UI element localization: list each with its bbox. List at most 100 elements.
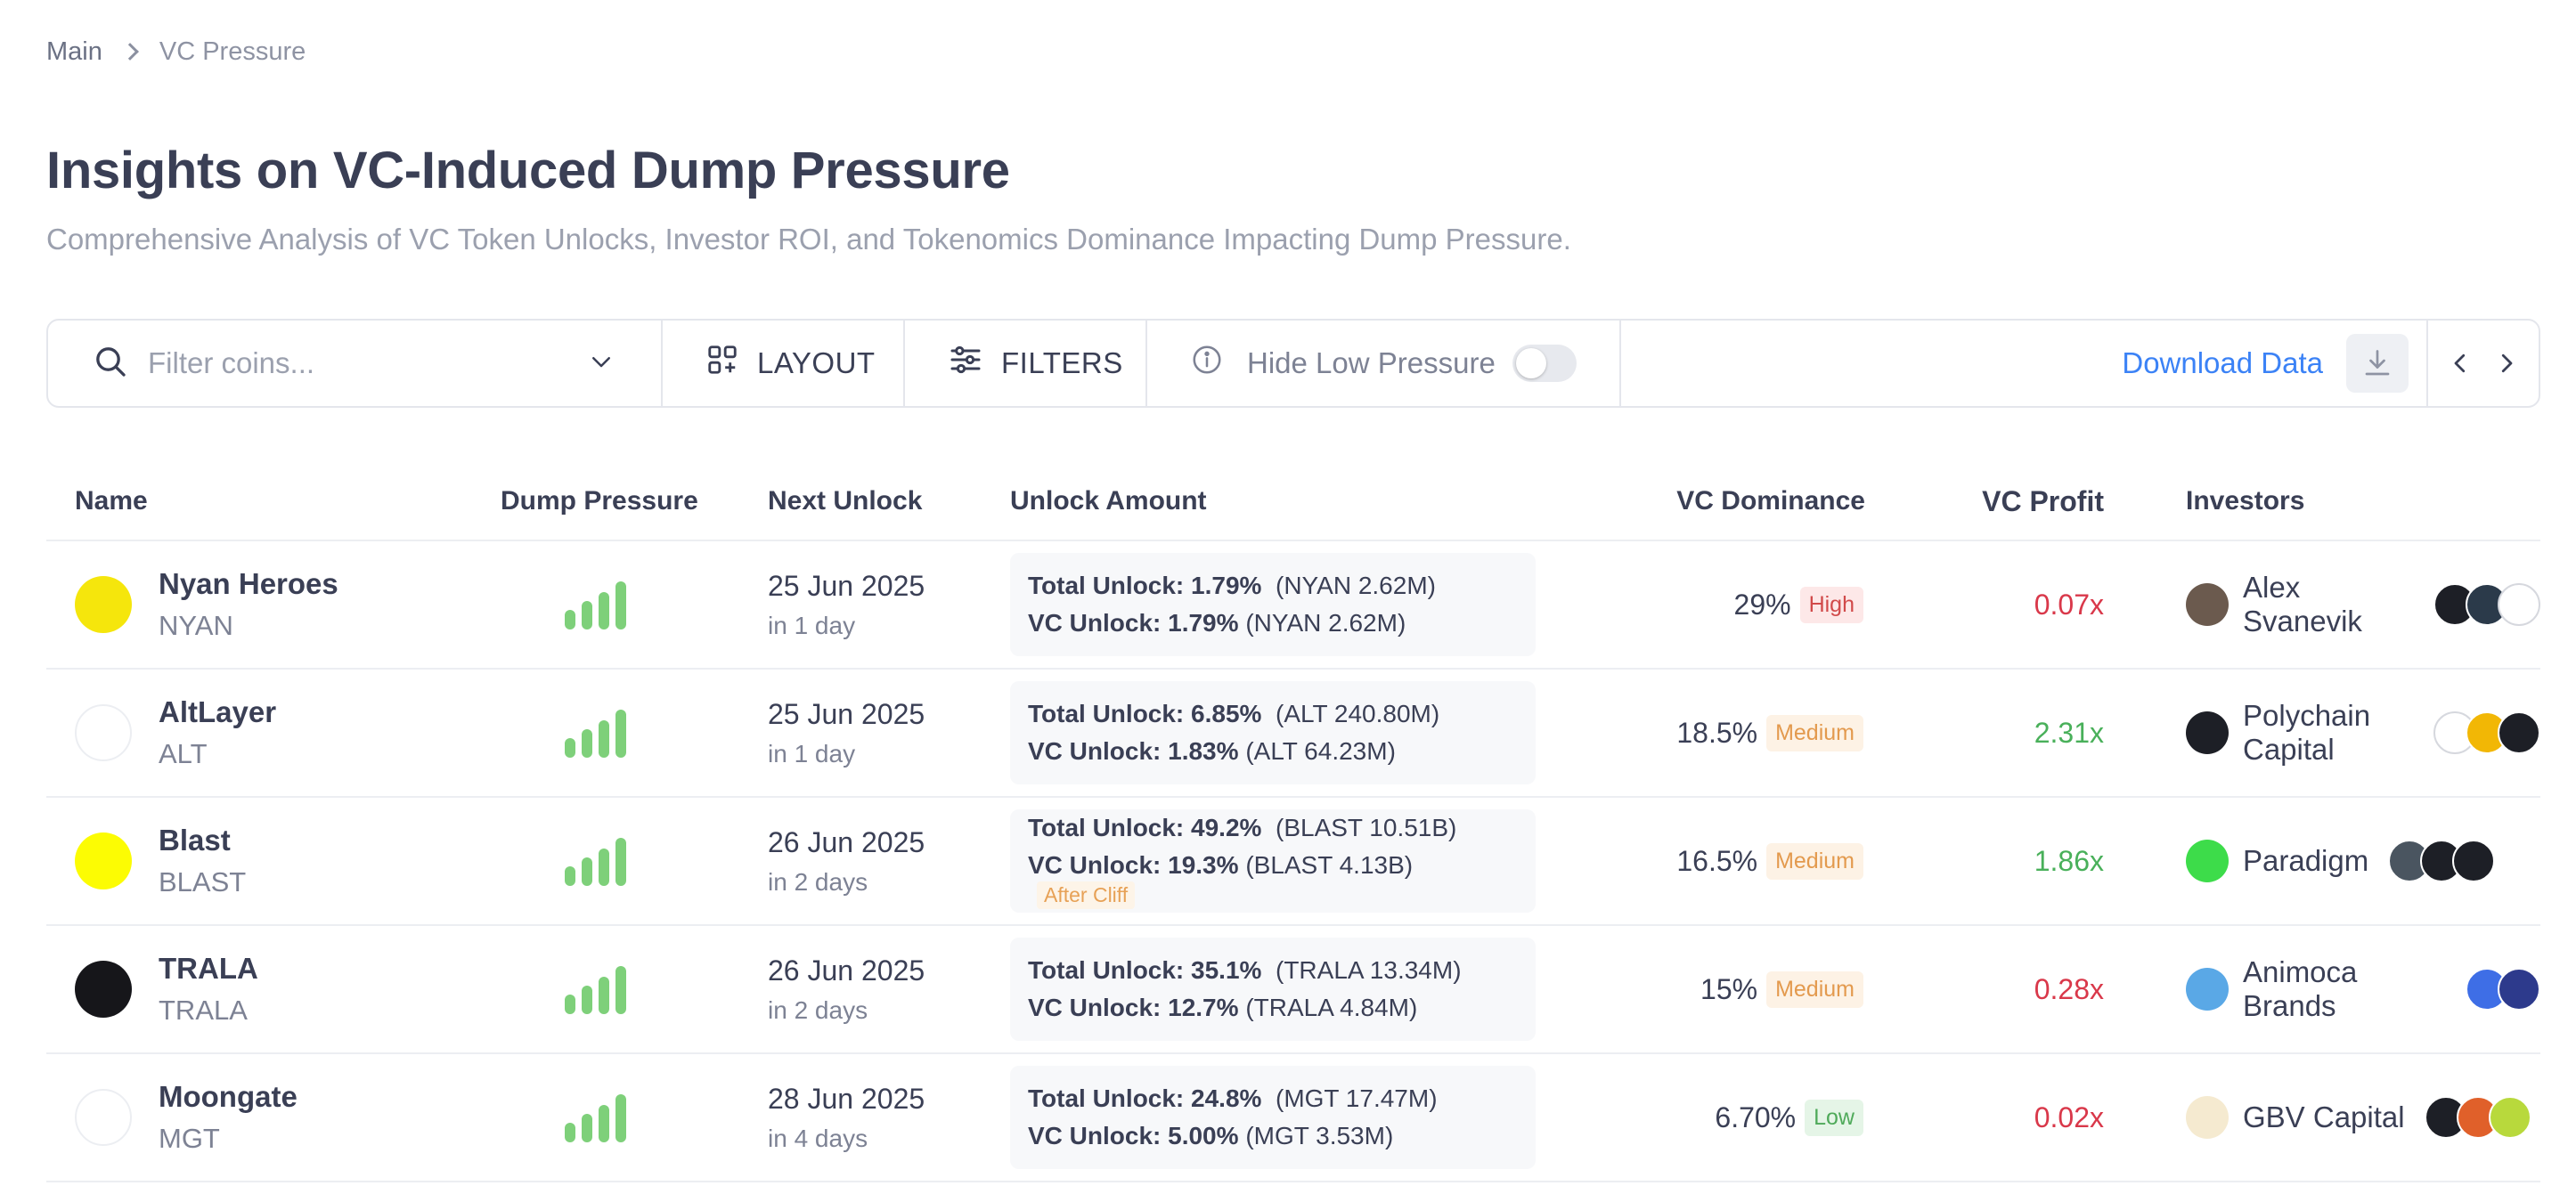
vc-dominance-cell: 15% Medium	[1616, 971, 1910, 1008]
vc-unlock-amount: (TRALA 4.84M)	[1245, 994, 1418, 1021]
signal-bars-icon	[565, 708, 768, 758]
download-button[interactable]	[2346, 334, 2409, 393]
coin-name[interactable]: Nyan Heroes	[159, 567, 338, 600]
unlock-amount-box: Total Unlock: 35.1% (TRALA 13.34M) VC Un…	[1010, 938, 1536, 1041]
vc-unlock-line: VC Unlock: 1.79% (NYAN 2.62M)	[1028, 609, 1518, 638]
unlock-amount-box: Total Unlock: 6.85% (ALT 240.80M) VC Unl…	[1010, 681, 1536, 784]
investor-avatar[interactable]	[2488, 1096, 2531, 1139]
investor-avatar[interactable]	[2452, 840, 2496, 882]
total-unlock-amount: (MGT 17.47M)	[1276, 1084, 1438, 1112]
vc-dominance-value: 29%	[1733, 588, 1791, 621]
chevron-left-icon	[2454, 353, 2466, 373]
unlock-relative: in 1 day	[768, 739, 856, 767]
header-dump-pressure[interactable]: Dump Pressure	[501, 486, 698, 516]
dump-pressure-cell	[501, 836, 768, 886]
header-investors[interactable]: Investors	[2186, 486, 2305, 516]
investor-logo-icon	[2186, 583, 2229, 626]
investor-avatars[interactable]	[2424, 1096, 2531, 1139]
header-vc-profit[interactable]: VC Profit	[1982, 484, 2104, 517]
lead-investor-name[interactable]: GBV Capital	[2243, 1100, 2405, 1133]
chevron-down-icon[interactable]	[588, 348, 615, 379]
coin-name[interactable]: Moongate	[159, 1080, 298, 1113]
unlock-date: 25 Jun 2025	[768, 697, 925, 730]
vc-profit-value: 0.28x	[2034, 972, 2104, 1005]
investor-avatar[interactable]	[2498, 711, 2540, 754]
investors-cell: Animoca Brands	[2104, 955, 2540, 1023]
header-name[interactable]: Name	[75, 486, 148, 516]
investor-avatars[interactable]	[2433, 711, 2540, 754]
total-unlock-line: Total Unlock: 35.1% (TRALA 13.34M)	[1028, 956, 1518, 985]
investor-avatars[interactable]	[2466, 968, 2540, 1011]
coin-cell: AltLayer ALT	[46, 695, 501, 770]
scroll-left-button[interactable]	[2442, 337, 2478, 390]
next-unlock-cell: 25 Jun 2025 in 1 day	[768, 570, 1010, 640]
page-subtitle: Comprehensive Analysis of VC Token Unloc…	[46, 223, 1571, 256]
vc-unlock-label: VC Unlock: 12.7%	[1028, 994, 1239, 1021]
table-row-mgt[interactable]: Moongate MGT 28 Jun 2025 in 4 days Total…	[46, 1054, 2540, 1182]
coin-name[interactable]: Blast	[159, 824, 231, 857]
signal-bars-icon	[565, 580, 768, 629]
table-row-alt[interactable]: AltLayer ALT 25 Jun 2025 in 1 day Total …	[46, 670, 2540, 798]
next-unlock-cell: 28 Jun 2025 in 4 days	[768, 1083, 1010, 1153]
unlock-relative: in 2 days	[768, 995, 868, 1024]
table-header: Name Dump Pressure Next Unlock Unlock Am…	[46, 463, 2540, 541]
coin-text: AltLayer ALT	[159, 695, 276, 770]
pressure-level-badge: Medium	[1766, 842, 1863, 880]
coin-name[interactable]: AltLayer	[159, 695, 277, 728]
total-unlock-amount: (NYAN 2.62M)	[1276, 572, 1436, 599]
vc-unlock-label: VC Unlock: 19.3%	[1028, 850, 1239, 879]
filters-label: FILTERS	[1001, 346, 1123, 379]
vc-unlock-line: VC Unlock: 19.3% (BLAST 4.13B) After Clif…	[1028, 851, 1518, 909]
breadcrumb-current: VC Pressure	[159, 37, 306, 66]
pressure-level-badge: Medium	[1766, 714, 1863, 751]
vc-unlock-amount: (NYAN 2.62M)	[1245, 609, 1406, 637]
total-unlock-line: Total Unlock: 49.2% (BLAST 10.51B)	[1028, 814, 1518, 842]
lead-investor-name[interactable]: Polychain Capital	[2243, 699, 2371, 766]
investor-avatar[interactable]	[2498, 968, 2540, 1011]
total-unlock-label: Total Unlock: 35.1%	[1028, 956, 1262, 984]
table-scroll-nav	[2428, 321, 2539, 406]
pressure-level-badge: Low	[1805, 1099, 1863, 1136]
coin-cell: TRALA TRALA	[46, 952, 501, 1027]
coin-symbol: MGT	[159, 1123, 220, 1154]
breadcrumb-main-link[interactable]: Main	[46, 37, 102, 66]
header-unlock-amount[interactable]: Unlock Amount	[1010, 486, 1207, 516]
investor-logo-icon	[2186, 711, 2229, 754]
unlock-date: 26 Jun 2025	[768, 825, 925, 858]
header-next-unlock[interactable]: Next Unlock	[768, 486, 923, 516]
investor-avatars[interactable]	[2433, 583, 2540, 626]
next-unlock-cell: 25 Jun 2025 in 1 day	[768, 698, 1010, 768]
unlock-relative: in 2 days	[768, 867, 868, 896]
table-row-nyan[interactable]: Nyan Heroes NYAN 25 Jun 2025 in 1 day To…	[46, 541, 2540, 670]
vc-profit-value: 1.86x	[2034, 844, 2104, 877]
coin-name[interactable]: TRALA	[159, 952, 258, 985]
coin-filter[interactable]	[48, 321, 663, 406]
download-data-link[interactable]: Download Data	[2122, 346, 2323, 379]
filters-button[interactable]: FILTERS	[905, 321, 1147, 406]
lead-investor-name[interactable]: Alex Svanevik	[2243, 571, 2362, 638]
scroll-right-button[interactable]	[2489, 337, 2524, 390]
investor-logo-icon	[2186, 1096, 2229, 1139]
coin-logo-icon	[75, 961, 132, 1018]
hide-low-pressure: Hide Low Pressure	[1147, 321, 1621, 406]
investor-avatars[interactable]	[2388, 840, 2496, 882]
pressure-level-badge: Medium	[1766, 971, 1863, 1008]
vc-dominance-cell: 18.5% Medium	[1616, 714, 1910, 751]
search-input[interactable]	[148, 346, 588, 380]
lead-investor-name[interactable]: Paradigm	[2243, 844, 2369, 877]
info-icon[interactable]	[1190, 343, 1224, 384]
hide-low-pressure-toggle[interactable]	[1512, 345, 1577, 382]
coin-text: Blast BLAST	[159, 824, 246, 898]
table-body: Nyan Heroes NYAN 25 Jun 2025 in 1 day To…	[46, 541, 2540, 1182]
investors-cell: Alex Svanevik	[2104, 571, 2540, 638]
vc-dominance-cell: 29% High	[1616, 586, 1910, 623]
header-vc-dominance[interactable]: VC Dominance	[1676, 486, 1865, 516]
investor-avatar[interactable]	[2498, 583, 2540, 626]
vc-unlock-amount: (MGT 3.53M)	[1245, 1122, 1394, 1149]
lead-investor-name[interactable]: Animoca Brands	[2243, 955, 2358, 1022]
layout-button[interactable]: LAYOUT	[663, 321, 905, 406]
unlock-relative: in 1 day	[768, 611, 856, 639]
table-row-blast[interactable]: Blast BLAST 26 Jun 2025 in 2 days Total …	[46, 798, 2540, 926]
table-row-trala[interactable]: TRALA TRALA 26 Jun 2025 in 2 days Total …	[46, 926, 2540, 1054]
vc-unlock-amount: (BLAST 4.13B)	[1245, 850, 1414, 879]
